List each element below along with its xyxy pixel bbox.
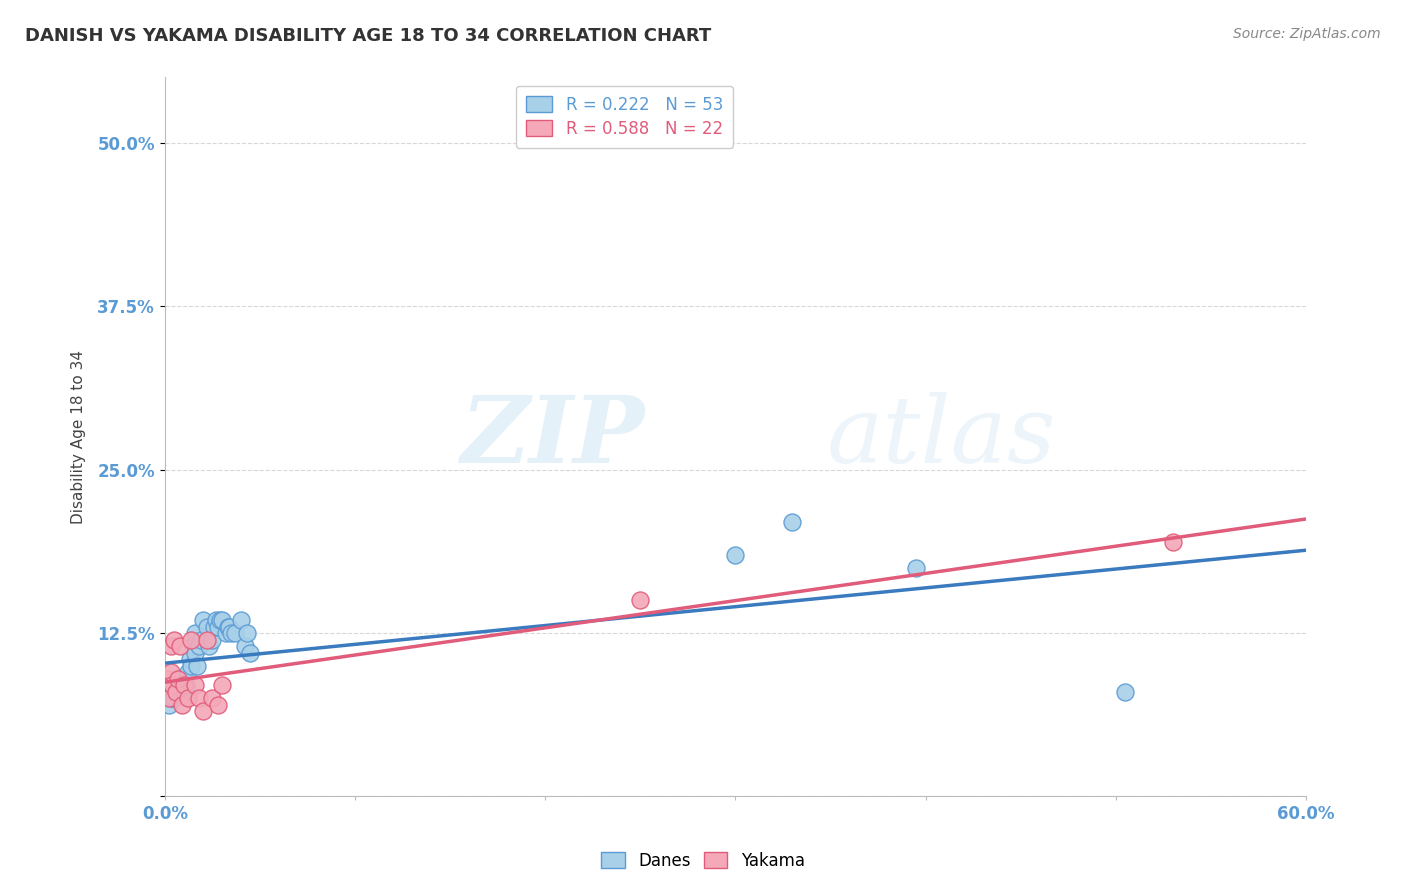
Point <box>162 678 184 692</box>
Point <box>159 678 181 692</box>
Point <box>163 691 186 706</box>
Point <box>169 672 191 686</box>
Point <box>224 626 246 640</box>
Point <box>1114 685 1136 699</box>
Point <box>233 639 256 653</box>
Text: Source: ZipAtlas.com: Source: ZipAtlas.com <box>1233 27 1381 41</box>
Point <box>229 613 252 627</box>
Point <box>157 691 180 706</box>
Point <box>159 665 181 680</box>
Text: ZIP: ZIP <box>460 392 644 482</box>
Point <box>184 646 207 660</box>
Point <box>173 685 195 699</box>
Point <box>211 613 233 627</box>
Point <box>195 632 218 647</box>
Point <box>174 678 197 692</box>
Point <box>159 685 181 699</box>
Point <box>201 632 224 647</box>
Point <box>188 691 211 706</box>
Legend: R = 0.222   N = 53, R = 0.588   N = 22: R = 0.222 N = 53, R = 0.588 N = 22 <box>516 86 733 147</box>
Point <box>176 691 198 706</box>
Point <box>165 672 187 686</box>
Point <box>905 560 928 574</box>
Point <box>208 613 231 627</box>
Point <box>162 678 184 692</box>
Point <box>221 626 243 640</box>
Point <box>183 639 205 653</box>
Point <box>176 665 198 680</box>
Point <box>157 691 180 706</box>
Point <box>173 672 195 686</box>
Point <box>184 626 207 640</box>
Point <box>169 678 191 692</box>
Point <box>165 685 187 699</box>
Point <box>169 639 191 653</box>
Point <box>207 619 229 633</box>
Point <box>724 548 747 562</box>
Point <box>191 613 214 627</box>
Point <box>170 672 193 686</box>
Point <box>197 639 219 653</box>
Point <box>157 698 180 712</box>
Point <box>1161 534 1184 549</box>
Point <box>163 632 186 647</box>
Point <box>184 678 207 692</box>
Point <box>159 639 181 653</box>
Point <box>190 632 212 647</box>
Point <box>218 619 240 633</box>
Point <box>179 652 201 666</box>
Point <box>195 619 218 633</box>
Point <box>186 658 208 673</box>
Point <box>170 685 193 699</box>
Point <box>202 619 225 633</box>
Point <box>180 632 202 647</box>
Point <box>156 685 179 699</box>
Point <box>211 678 233 692</box>
Point <box>215 626 238 640</box>
Point <box>201 691 224 706</box>
Point <box>207 698 229 712</box>
Legend: Danes, Yakama: Danes, Yakama <box>595 846 811 877</box>
Text: DANISH VS YAKAMA DISABILITY AGE 18 TO 34 CORRELATION CHART: DANISH VS YAKAMA DISABILITY AGE 18 TO 34… <box>25 27 711 45</box>
Point <box>191 705 214 719</box>
Text: atlas: atlas <box>827 392 1056 482</box>
Point <box>162 691 184 706</box>
Point <box>173 678 195 692</box>
Point <box>156 672 179 686</box>
Point <box>205 613 228 627</box>
Point <box>217 619 239 633</box>
Point <box>782 515 804 529</box>
Point <box>170 698 193 712</box>
Point <box>180 658 202 673</box>
Point <box>188 639 211 653</box>
Point <box>167 678 190 692</box>
Point <box>170 678 193 692</box>
Point <box>235 626 257 640</box>
Point <box>167 672 190 686</box>
Point <box>163 685 186 699</box>
Point <box>165 678 187 692</box>
Y-axis label: Disability Age 18 to 34: Disability Age 18 to 34 <box>72 350 86 524</box>
Point <box>163 678 186 692</box>
Point <box>239 646 262 660</box>
Point <box>628 593 651 607</box>
Point <box>167 672 190 686</box>
